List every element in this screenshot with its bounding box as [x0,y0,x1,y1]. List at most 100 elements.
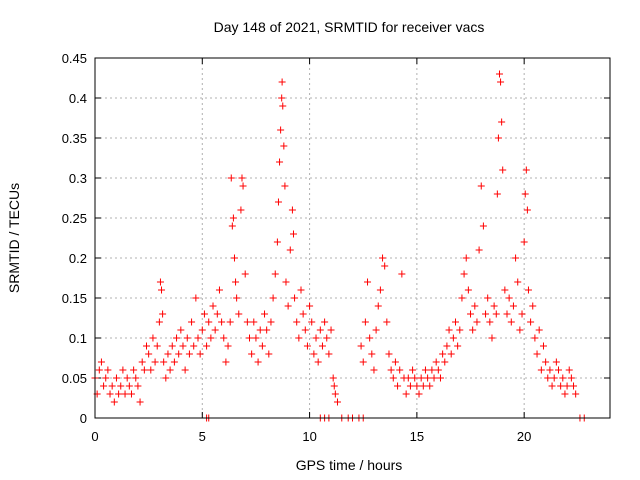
y-tick-label: 0.15 [62,291,87,306]
data-point [299,310,307,318]
data-point [520,238,528,246]
data-point [227,174,235,182]
data-point [430,374,438,382]
data-point [198,326,206,334]
data-point [544,374,552,382]
data-point [557,382,565,390]
data-point [331,390,339,398]
data-point [265,350,273,358]
data-point [112,374,120,382]
data-point [542,358,550,366]
data-point [565,366,573,374]
y-tick-label: 0.2 [69,251,87,266]
data-point [467,310,475,318]
data-point [229,214,237,222]
data-point [325,350,333,358]
data-point [218,318,226,326]
data-point [387,366,395,374]
data-point [436,374,444,382]
grid-layer [95,58,610,418]
data-point [241,270,249,278]
data-point [329,374,337,382]
data-point [441,358,449,366]
data-point [475,246,483,254]
data-point [289,230,297,238]
data-point [207,334,215,342]
data-point [376,286,384,294]
data-point [445,326,453,334]
data-point [254,358,262,366]
x-tick-label: 20 [517,429,531,444]
data-point [409,366,417,374]
data-point [419,382,427,390]
data-point [323,334,331,342]
data-point [205,318,213,326]
data-point [512,254,520,262]
data-point [447,350,455,358]
data-point [271,270,279,278]
data-point [140,366,148,374]
data-point [160,358,168,366]
y-axis-label: SRMTID / TECUs [6,183,22,293]
data-point [426,382,434,390]
data-point [359,358,367,366]
data-point [539,342,547,350]
data-point [495,70,503,78]
data-point [456,326,464,334]
data-point [535,326,543,334]
data-point [132,374,140,382]
data-point [308,318,316,326]
data-point [402,390,410,398]
data-point [102,374,110,382]
data-point [284,302,292,310]
data-point [164,350,172,358]
data-point [464,286,472,294]
data-point [215,286,223,294]
data-point [503,310,511,318]
data-point [95,366,103,374]
data-point [486,318,494,326]
data-point [213,310,221,318]
data-point [488,334,496,342]
data-point [572,390,580,398]
data-point [149,334,157,342]
data-point [235,310,243,318]
data-point [203,342,211,350]
data-point [239,182,247,190]
data-point [153,342,161,350]
y-tick-label: 0 [80,411,87,426]
data-point [449,334,457,342]
data-point [166,366,174,374]
data-point [501,286,509,294]
data-point [458,294,466,302]
x-axis-label: GPS time / hours [296,457,403,473]
data-point [156,278,164,286]
data-point [159,310,167,318]
data-point [278,78,286,86]
y-tick-label: 0.05 [62,371,87,386]
data-point [151,358,159,366]
data-point [125,382,133,390]
x-tick-label: 5 [199,429,206,444]
data-point [173,334,181,342]
data-point [183,334,191,342]
data-point [232,278,240,286]
data-point [190,342,198,350]
data-point [237,206,245,214]
data-point [490,302,498,310]
data-point [261,310,269,318]
data-point [238,174,246,182]
data-point [286,246,294,254]
ticks-layer: 0 0.05 0.1 0.15 0.2 0.25 0.3 0.35 0.4 0.45 0 5 10 15 2… [62,51,610,444]
data-point [276,158,284,166]
data-point [567,374,575,382]
data-point [211,326,219,334]
data-point [277,126,285,134]
data-point [267,318,275,326]
data-point [460,270,468,278]
data-point [521,190,529,198]
data-point [312,334,320,342]
data-point [230,254,238,262]
data-point [559,374,567,382]
data-point [104,366,112,374]
